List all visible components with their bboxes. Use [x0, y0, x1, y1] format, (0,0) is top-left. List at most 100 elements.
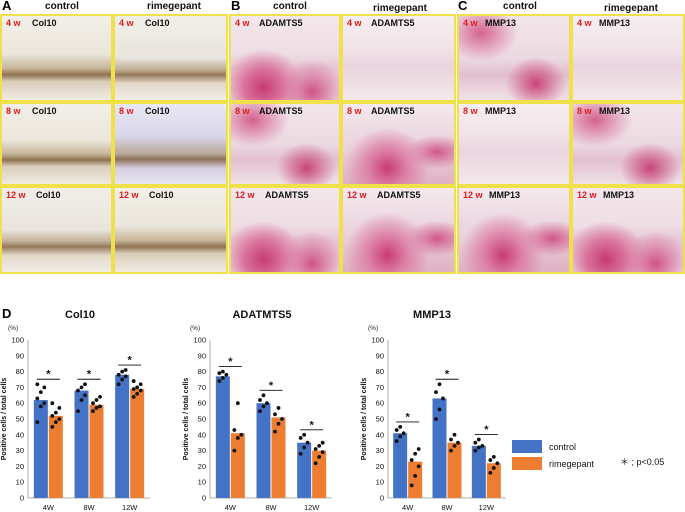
data-point-rimegepant: [488, 470, 493, 475]
bar-rimegepant: [447, 442, 462, 498]
y-tick-label: 30: [16, 446, 24, 455]
data-point-control: [220, 369, 225, 374]
data-point-rimegepant: [94, 406, 99, 410]
x-tick-label: 12W: [122, 503, 138, 512]
y-tick-label: 80: [198, 367, 206, 376]
data-point-rimegepant: [239, 432, 244, 437]
significance-star: *: [128, 355, 133, 367]
y-tick-label: 0: [380, 494, 384, 503]
bar-control: [115, 374, 130, 498]
data-point-rimegepant: [235, 436, 240, 440]
data-point-rimegepant: [138, 382, 143, 387]
data-point-control: [42, 385, 47, 390]
chart-adamts5: ADATMTS5 (%) Positive cells / total cells 0…: [183, 309, 332, 512]
bar-control: [297, 442, 312, 498]
micrograph-a-rimegepant-4w: 4 w Col10: [113, 14, 228, 102]
y-tick-label: 90: [198, 351, 206, 360]
data-point-control: [437, 382, 442, 387]
legend-label-control: control: [549, 442, 576, 452]
marker-label: ADAMTS5: [371, 106, 415, 116]
week-label: 4 w: [347, 18, 362, 28]
marker-label: ADAMTS5: [371, 18, 415, 28]
micrograph-c-rimegepant-12w: 12 w MMP13: [571, 186, 685, 274]
data-point-rimegepant: [320, 450, 325, 455]
micrograph-b-rimegepant-4w: 4 w ADAMTS5: [341, 14, 456, 102]
data-point-control: [258, 398, 262, 402]
bar-control: [33, 400, 48, 498]
data-point-rimegepant: [50, 401, 55, 406]
micrograph-c-rimegepant-4w: 4 w MMP13: [571, 14, 685, 102]
y-tick-label: 50: [16, 415, 24, 424]
data-point-control: [298, 451, 303, 456]
data-point-rimegepant: [488, 458, 493, 462]
y-tick-label: 10: [376, 478, 384, 487]
y-tick-label: 60: [16, 399, 24, 408]
data-point-control: [123, 368, 128, 372]
significance-star: *: [228, 356, 233, 368]
data-point-rimegepant: [91, 401, 95, 406]
week-label: 4 w: [119, 18, 134, 28]
chart-title: ADATMTS5: [232, 309, 291, 321]
data-point-rimegepant: [131, 379, 136, 383]
y-tick-label: 40: [16, 430, 24, 439]
data-point-control: [476, 437, 481, 442]
week-label: 8 w: [463, 106, 478, 116]
data-point-control: [302, 432, 307, 437]
data-point-control: [258, 409, 262, 413]
y-axis-label: Positive cells / total cells: [183, 378, 190, 461]
y-tick-label: 70: [376, 383, 384, 392]
bar-rimegepant: [48, 415, 63, 498]
week-label: 12 w: [347, 190, 367, 200]
x-tick-label: 4W: [225, 503, 237, 512]
x-tick-label: 8W: [265, 503, 277, 512]
y-tick-label: 10: [198, 478, 206, 487]
data-point-rimegepant: [135, 391, 140, 396]
data-point-rimegepant: [98, 394, 102, 399]
bar-charts: Col10 (%) Positive cells / total cells 0 10 2…: [1, 309, 664, 512]
data-point-control: [476, 445, 481, 450]
y-tick-label: 70: [16, 383, 24, 392]
data-point-rimegepant: [456, 440, 460, 445]
significance-star: *: [310, 419, 315, 431]
data-point-control: [261, 393, 266, 398]
week-label: 8 w: [119, 106, 134, 116]
panel-a-col-rimegepant: rimegepant: [147, 1, 201, 12]
data-point-control: [298, 436, 303, 440]
y-tick-label: 100: [11, 336, 24, 345]
data-point-rimegepant: [449, 437, 453, 442]
significance-star: *: [406, 411, 411, 423]
data-point-control: [265, 401, 269, 406]
bar-rimegepant: [271, 417, 286, 498]
micrograph-a-control-12w: 12 w Col10: [0, 186, 113, 274]
data-point-rimegepant: [131, 394, 136, 399]
data-point-control: [120, 377, 125, 382]
data-point-rimegepant: [276, 406, 281, 410]
data-point-rimegepant: [57, 406, 62, 410]
data-point-rimegepant: [413, 473, 418, 478]
data-point-rimegepant: [280, 417, 284, 421]
data-point-control: [434, 417, 438, 421]
significance-note: ＊ ; p<0.05: [620, 457, 664, 467]
data-point-control: [401, 431, 406, 436]
significance-star: *: [445, 369, 450, 381]
y-tick-label: 60: [198, 399, 206, 408]
micrograph-a-rimegepant-12w: 12 w Col10: [113, 186, 228, 274]
data-point-control: [38, 404, 43, 409]
bar-control: [256, 403, 271, 498]
significance-star: *: [269, 380, 274, 392]
bar-rimegepant: [130, 388, 145, 498]
data-point-control: [480, 443, 485, 448]
y-tick-label: 40: [198, 430, 206, 439]
panel-c-label: C: [458, 0, 468, 13]
data-point-control: [305, 440, 310, 445]
y-tick-label: 90: [16, 351, 24, 360]
chart-col10: Col10 (%) Positive cells / total cells 0 10 2…: [1, 309, 150, 512]
data-point-rimegepant: [452, 443, 457, 448]
data-point-rimegepant: [313, 461, 318, 466]
legend: control rimegepant ＊ ; p<0.05: [512, 440, 664, 470]
panel-c-col-control: control: [503, 1, 537, 12]
data-point-control: [473, 440, 478, 445]
y-unit: (%): [8, 325, 18, 332]
micrograph-b-control-12w: 12 w ADAMTS5: [229, 186, 341, 274]
y-tick-label: 20: [376, 462, 384, 471]
